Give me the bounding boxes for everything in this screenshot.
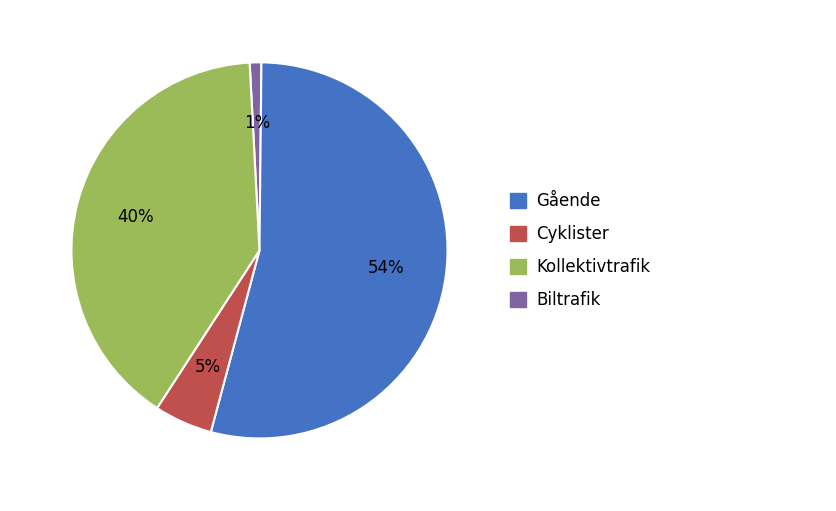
Text: 54%: 54% [367,259,404,277]
Wedge shape [211,62,447,438]
Text: 5%: 5% [194,358,220,376]
Text: 40%: 40% [118,208,154,226]
Legend: Gående, Cyklister, Kollektivtrafik, Biltrafik: Gående, Cyklister, Kollektivtrafik, Bilt… [502,185,656,316]
Wedge shape [157,250,259,432]
Wedge shape [249,62,261,250]
Text: 1%: 1% [243,113,269,131]
Wedge shape [71,63,259,408]
